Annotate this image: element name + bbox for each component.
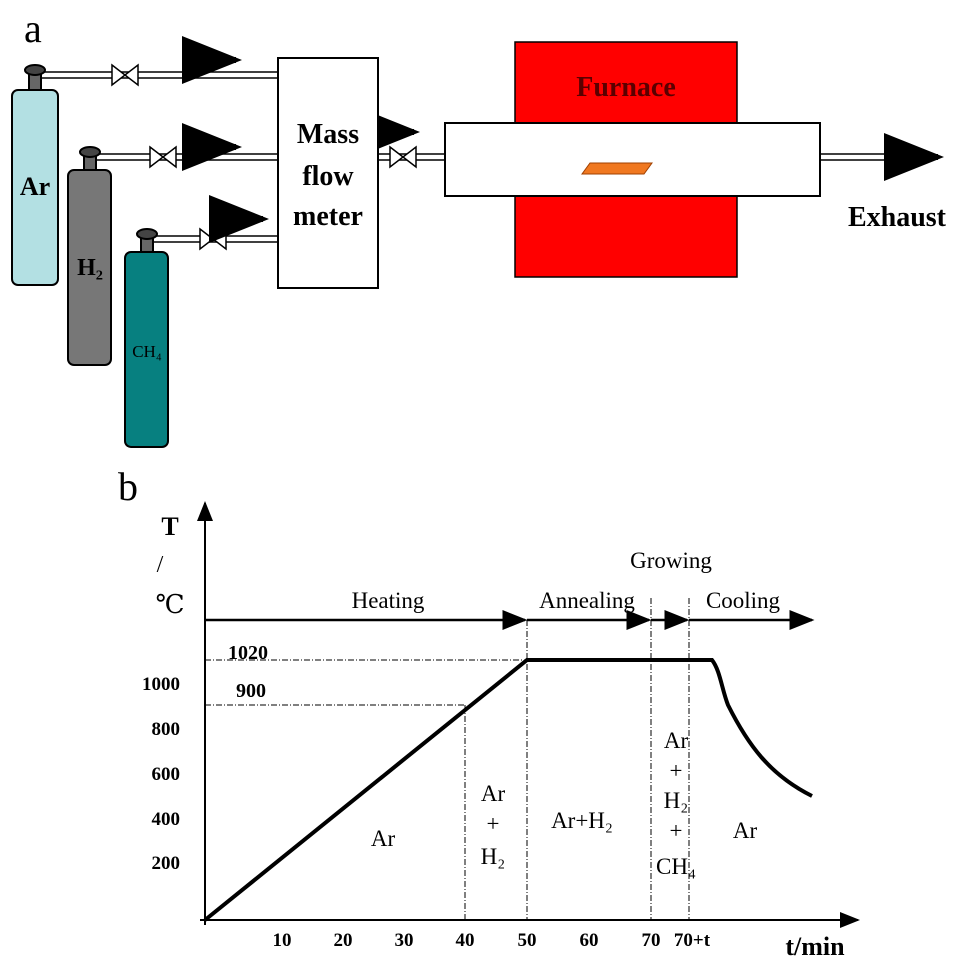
gas-label: Ar xyxy=(371,826,396,851)
x-tick-label: 70+t xyxy=(674,930,711,951)
gas-label: + xyxy=(487,811,500,836)
x-tick-label: 50 xyxy=(518,930,537,951)
gas-label: + xyxy=(670,758,683,783)
x-tick-label: 60 xyxy=(580,930,599,951)
gas-label: Ar xyxy=(733,818,758,843)
y-tick-label: 200 xyxy=(152,853,181,874)
panel-label: b xyxy=(118,464,138,509)
x-tick-label: 70 xyxy=(642,930,661,951)
level-label: 1020 xyxy=(228,642,268,664)
y-ticks: 200 400 600 800 1000 xyxy=(142,674,180,874)
panel-a: a Ar H₂ CH₄ Mass flow meter Furnace xyxy=(11,6,947,448)
x-axis-label: t/min xyxy=(785,932,845,961)
exhaust-label: Exhaust xyxy=(848,202,947,233)
x-ticks: 10 20 30 40 50 60 70 70+t xyxy=(273,930,711,951)
flow-arrows xyxy=(182,36,944,243)
gas-label: CH₄ xyxy=(656,854,696,879)
gas-label: H₂ xyxy=(481,844,506,869)
tube xyxy=(444,122,821,197)
substrate xyxy=(581,162,653,175)
cylinder-label: Ar xyxy=(20,172,50,201)
x-tick-label: 10 xyxy=(273,930,292,951)
gas-label: + xyxy=(670,818,683,843)
meter-label: flow xyxy=(302,161,354,192)
y-tick-label: 1000 xyxy=(142,674,180,695)
y-axis-label: / xyxy=(157,552,164,578)
x-tick-label: 40 xyxy=(456,930,475,951)
stage-label: Heating xyxy=(352,588,425,613)
panel-b: b T / ℃ t/min 200 400 600 800 1000 10 20… xyxy=(118,464,860,961)
guide-lines xyxy=(205,598,690,920)
x-tick-label: 20 xyxy=(334,930,353,951)
y-tick-label: 400 xyxy=(152,809,181,830)
y-tick-label: 600 xyxy=(152,764,181,785)
gas-label: Ar+H₂ xyxy=(551,808,613,833)
temperature-profile xyxy=(203,658,813,922)
stage-labels: Heating Annealing Growing Cooling xyxy=(352,548,781,613)
panel-label: a xyxy=(24,6,42,51)
mass-flow-meter xyxy=(277,57,379,289)
gas-label: Ar xyxy=(481,781,506,806)
cylinder-label: CH₄ xyxy=(132,342,162,361)
stage-label: Growing xyxy=(630,548,712,573)
y-tick-label: 800 xyxy=(152,719,181,740)
x-tick-label: 30 xyxy=(395,930,414,951)
level-label: 900 xyxy=(236,680,266,702)
gas-labels: Ar Ar + H₂ Ar+H₂ Ar + H₂ + CH₄ Ar xyxy=(371,728,758,879)
y-axis-label: ℃ xyxy=(155,590,184,619)
stage-label: Annealing xyxy=(539,588,635,613)
gas-label: Ar xyxy=(664,728,689,753)
meter-label: Mass xyxy=(297,119,359,150)
meter-label: meter xyxy=(293,201,363,232)
y-axis-label: T xyxy=(161,512,178,541)
cylinder-label: H₂ xyxy=(77,255,103,281)
stage-label: Cooling xyxy=(706,588,781,613)
furnace-label: Furnace xyxy=(576,72,676,103)
cylinders xyxy=(11,64,169,448)
gas-label: H₂ xyxy=(664,788,689,813)
